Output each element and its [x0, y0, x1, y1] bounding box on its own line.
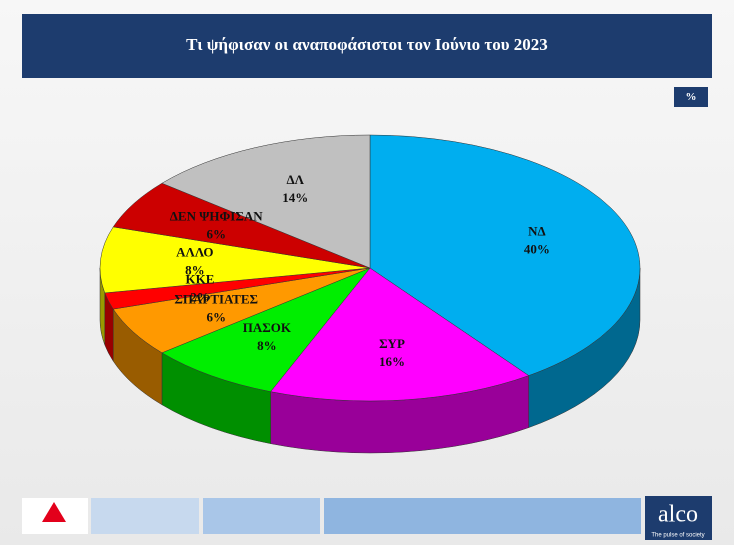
footer-block — [324, 498, 641, 534]
slice — [161, 134, 371, 269]
slice-value-label: 14% — [282, 190, 308, 205]
slice-label: ΔΕΝ ΨΗΦΙΣΑΝ — [170, 208, 263, 223]
slice-label: ΝΔ — [528, 223, 546, 238]
slice-label: ΣΥΡ — [379, 336, 405, 351]
slice-value-label: 16% — [379, 354, 405, 369]
alpha-logo — [42, 502, 66, 522]
slice-value-label: 8% — [257, 338, 277, 353]
chart-title: Τι ψήφισαν οι αναποφάσιστοι τον Ιούνιο τ… — [186, 35, 548, 54]
slice-value-label: 6% — [206, 310, 226, 325]
slice-value-label: 40% — [524, 241, 550, 256]
brand-box — [645, 496, 712, 540]
title-banner — [22, 14, 712, 78]
slice — [161, 267, 371, 392]
slice-value-label: 2% — [190, 289, 210, 304]
slice-label: ΔΛ — [287, 172, 305, 187]
unit-badge-text: % — [686, 91, 697, 103]
slice — [270, 267, 530, 402]
pie: ΝΔ 40% ΣΥΡ 16% ΠΑΣΟΚ 8% ΣΠΑΡΤΙΑΤΕΣ 6% ΚΚΕ 2% ΑΛΛΟ 8… — [99, 134, 641, 454]
slice — [369, 134, 641, 376]
slice-label: ΣΠΑΡΤΙΑΤΕΣ — [174, 292, 258, 307]
slice-value-label: 8% — [185, 263, 205, 278]
slice-label: ΚΚΕ — [186, 271, 215, 286]
footer-block — [203, 498, 320, 534]
slice — [99, 226, 371, 294]
slice-label: ΑΛΛΟ — [176, 245, 213, 260]
brand: alco — [658, 502, 698, 528]
slice-label: ΠΑΣΟΚ — [243, 320, 292, 335]
footer-block — [91, 498, 199, 534]
slice-value-label: 6% — [206, 226, 226, 241]
unit-badge — [674, 87, 708, 107]
brand-tagline: The pulse of society — [651, 533, 704, 539]
